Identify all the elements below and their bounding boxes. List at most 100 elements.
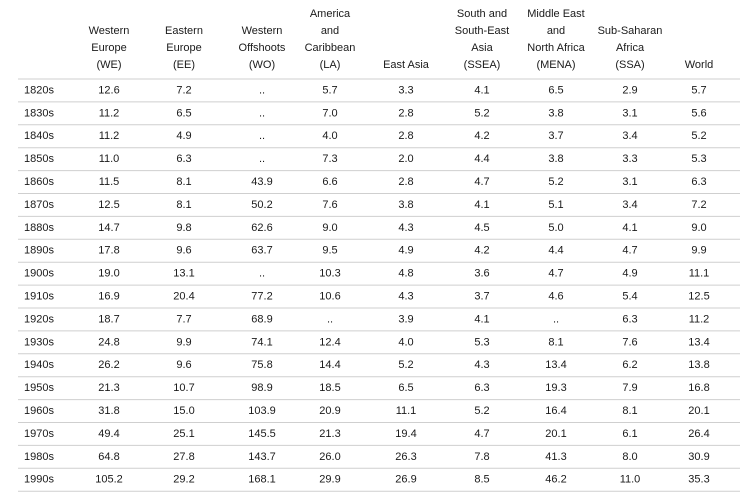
cell: 7.2: [176, 84, 191, 96]
cell: 3.3: [622, 153, 637, 165]
cell: 11.2: [689, 313, 710, 325]
cell: 18.5: [319, 382, 340, 394]
cell: 4.9: [398, 245, 413, 257]
cell: 6.3: [691, 176, 706, 188]
column-header: (WO): [249, 59, 275, 71]
row-label: 1820s: [24, 84, 54, 96]
cell: 2.8: [398, 130, 413, 142]
column-header: South-East: [455, 25, 509, 37]
cell: 13.4: [688, 336, 709, 348]
cell: 20.9: [319, 405, 340, 417]
cell: 168.1: [248, 474, 276, 486]
cell: 13.8: [688, 359, 709, 371]
cell: 9.6: [176, 359, 191, 371]
cell: 6.5: [398, 382, 413, 394]
cell: 2.8: [398, 107, 413, 119]
cell: 17.8: [98, 245, 119, 257]
column-header: Sub-Saharan: [598, 25, 663, 37]
cell: 2.0: [398, 153, 413, 165]
row-label: 1980s: [24, 451, 54, 463]
cell: ..: [259, 268, 265, 280]
row-label: 1990s: [24, 474, 54, 486]
cell: 11.5: [99, 176, 120, 188]
cell: 26.9: [395, 474, 416, 486]
row-label: 1950s: [24, 382, 54, 394]
cell: 9.0: [691, 222, 706, 234]
cell: 5.2: [474, 405, 489, 417]
cell: 6.5: [548, 84, 563, 96]
column-header: Europe: [166, 42, 201, 54]
cell: 7.6: [322, 199, 337, 211]
cell: 10.3: [319, 268, 340, 280]
column-header: and: [321, 25, 339, 37]
cell: 5.0: [548, 222, 563, 234]
cell: 16.8: [688, 382, 709, 394]
row-label: 1880s: [24, 222, 54, 234]
cell: 6.3: [474, 382, 489, 394]
column-header: Caribbean: [305, 42, 356, 54]
cell: 31.8: [98, 405, 119, 417]
cell: 8.1: [176, 176, 191, 188]
cell: 49.4: [98, 428, 119, 440]
cell: 26.4: [688, 428, 709, 440]
cell: 4.0: [398, 336, 413, 348]
cell: 68.9: [251, 313, 272, 325]
cell: 26.0: [319, 451, 340, 463]
cell: 3.9: [398, 313, 413, 325]
cell: 12.5: [98, 199, 119, 211]
row-label: 1930s: [24, 336, 54, 348]
cell: 19.4: [395, 428, 416, 440]
column-header: and: [547, 25, 565, 37]
column-header: Europe: [91, 42, 126, 54]
cell: 35.3: [688, 474, 709, 486]
cell: 43.9: [251, 176, 272, 188]
cell: 13.4: [545, 359, 566, 371]
cell: 11.1: [689, 268, 710, 280]
cell: 4.6: [548, 290, 563, 302]
cell: 5.2: [691, 130, 706, 142]
cell: 77.2: [251, 290, 272, 302]
cell: 21.3: [319, 428, 340, 440]
column-header: (EE): [173, 59, 195, 71]
column-header: (LA): [320, 59, 341, 71]
column-header: Asia: [471, 42, 493, 54]
cell: 9.6: [176, 245, 191, 257]
cell: 50.2: [251, 199, 272, 211]
row-label: 1970s: [24, 428, 54, 440]
cell: 7.3: [322, 153, 337, 165]
cell: 145.5: [248, 428, 276, 440]
cell: 11.2: [99, 130, 120, 142]
cell: 4.2: [474, 245, 489, 257]
cell: 3.4: [622, 199, 637, 211]
cell: 98.9: [251, 382, 272, 394]
column-header: Western: [89, 25, 130, 37]
column-header: (SSEA): [464, 59, 501, 71]
cell: 9.9: [691, 245, 706, 257]
cell: 14.7: [98, 222, 119, 234]
cell: 3.3: [398, 84, 413, 96]
cell: 4.4: [548, 245, 563, 257]
column-header: Western: [242, 25, 283, 37]
cell: 11.0: [620, 474, 641, 486]
cell: 8.5: [474, 474, 489, 486]
cell: 29.2: [173, 474, 194, 486]
cell: 4.1: [474, 84, 489, 96]
cell: 14.4: [319, 359, 340, 371]
cell: 29.9: [319, 474, 340, 486]
cell: 11.2: [99, 107, 120, 119]
cell: 103.9: [248, 405, 276, 417]
cell: 3.6: [474, 268, 489, 280]
row-label: 1900s: [24, 268, 54, 280]
cell: 5.1: [548, 199, 563, 211]
column-header: (MENA): [536, 59, 575, 71]
cell: 4.1: [474, 199, 489, 211]
cell: 6.3: [622, 313, 637, 325]
row-label: 1940s: [24, 359, 54, 371]
cell: 19.3: [545, 382, 566, 394]
cell: 21.3: [98, 382, 119, 394]
column-header: North Africa: [527, 42, 585, 54]
cell: 18.7: [98, 313, 119, 325]
cell: 6.5: [176, 107, 191, 119]
cell: 3.4: [622, 130, 637, 142]
cell: 4.9: [622, 268, 637, 280]
